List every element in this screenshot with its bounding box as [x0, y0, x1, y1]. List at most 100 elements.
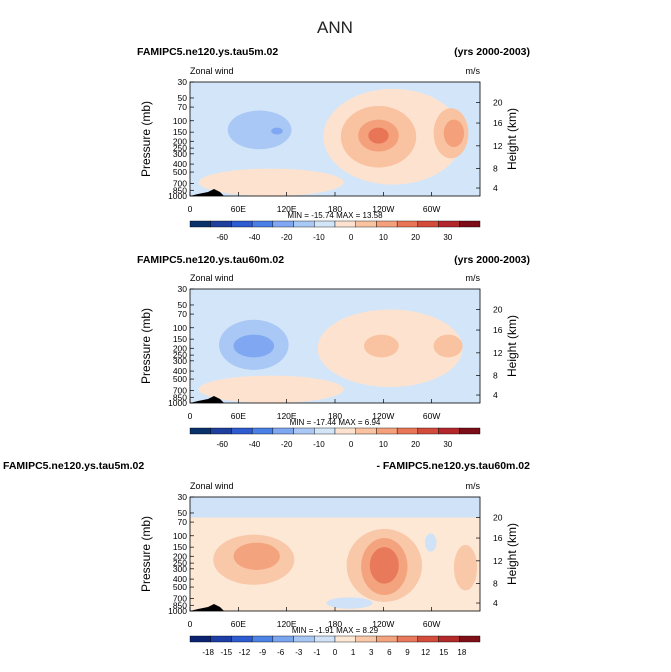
- colorbar-swatch: [314, 635, 336, 643]
- lon-tick-label: 120W: [372, 204, 394, 214]
- colorbar-label: -15: [220, 648, 232, 657]
- height-tick-label: 20: [493, 305, 503, 315]
- colorbar-swatch: [293, 427, 315, 435]
- colorbar-swatch: [355, 220, 377, 228]
- height-tick-label: 4: [493, 390, 498, 400]
- units-label: m/s: [466, 481, 481, 491]
- pressure-tick-label: 150: [173, 334, 187, 344]
- colorbar-label: -9: [259, 648, 267, 657]
- subtitle-label: Zonal wind: [190, 66, 234, 76]
- y-axis-right-label: Height (km): [505, 315, 519, 377]
- contour-field: [198, 306, 463, 403]
- colorbar-label: 0: [349, 233, 354, 242]
- height-tick-label: 8: [493, 579, 498, 589]
- colorbar-swatch: [459, 635, 481, 643]
- colorbar-swatch: [459, 427, 481, 435]
- lon-tick-label: 120E: [277, 204, 297, 214]
- height-tick-label: 12: [493, 141, 503, 151]
- case-label: FAMIPC5.ne120.ys.tau5m.02: [137, 46, 278, 58]
- contour-region: [443, 119, 465, 147]
- height-tick-label: 12: [493, 556, 503, 566]
- colorbar-swatch: [438, 220, 460, 228]
- years-label: (yrs 2000-2003): [454, 46, 530, 58]
- colorbar-swatch: [334, 635, 356, 643]
- units-label: m/s: [466, 273, 481, 283]
- pressure-tick-label: 700: [173, 385, 187, 395]
- colorbar-swatch: [417, 635, 439, 643]
- height-tick-label: 4: [493, 183, 498, 193]
- pressure-tick-label: 150: [173, 127, 187, 137]
- years-label: (yrs 2000-2003): [454, 254, 530, 266]
- height-tick-label: 20: [493, 98, 503, 108]
- height-tick-label: 20: [493, 513, 503, 523]
- colorbar-label: 6: [387, 648, 392, 657]
- pressure-tick-label: 100: [173, 323, 187, 333]
- colorbar-label: -3: [295, 648, 303, 657]
- pressure-tick-label: 250: [173, 558, 187, 568]
- colorbar-swatch: [334, 427, 356, 435]
- colorbar-label: 30: [443, 440, 452, 449]
- colorbar-label: -60: [216, 233, 228, 242]
- pressure-tick-label: 400: [173, 159, 187, 169]
- colorbar-label: 0: [333, 648, 338, 657]
- lon-tick-label: 60W: [423, 619, 440, 629]
- colorbar: -60 -40 -20 -10 0 10 20 30: [189, 220, 481, 242]
- topography: [190, 189, 224, 196]
- lon-tick-label: 120W: [372, 619, 394, 629]
- colorbar-swatch: [396, 220, 419, 228]
- colorbar-label: -10: [313, 440, 325, 449]
- colorbar-swatch: [272, 220, 294, 228]
- pressure-tick-label: 100: [173, 531, 187, 541]
- height-tick-label: 8: [493, 164, 498, 174]
- colorbar-label: -40: [249, 440, 261, 449]
- pressure-tick-label: 30: [178, 77, 188, 87]
- contour-region: [326, 597, 373, 609]
- colorbar-swatch: [417, 427, 439, 435]
- pressure-tick-label: 200: [173, 136, 187, 146]
- minmax-stats: MIN = -1.91 MAX = 8.29: [292, 626, 379, 635]
- height-tick-label: 8: [493, 371, 498, 381]
- pressure-tick-label: 850: [173, 600, 187, 610]
- colorbar-swatch: [231, 427, 253, 435]
- colorbar-swatch: [396, 427, 419, 435]
- pressure-tick-label: 500: [173, 582, 187, 592]
- height-tick-label: 16: [493, 533, 503, 543]
- pressure-tick-label: 100: [173, 116, 187, 126]
- panel-p2: FAMIPC5.ne120.ys.tau60m.02 (yrs 2000-2003…: [137, 254, 530, 449]
- y-axis-right-label: Height (km): [505, 108, 519, 170]
- colorbar-label: -1: [313, 648, 321, 657]
- colorbar-label: 9: [405, 648, 410, 657]
- colorbar-swatch: [396, 635, 419, 643]
- colorbar-swatch: [189, 220, 211, 228]
- height-tick-label: 16: [493, 118, 503, 128]
- years-label: - FAMIPC5.ne120.ys.tau60m.02: [377, 460, 531, 472]
- case-label: FAMIPC5.ne120.ys.tau60m.02: [137, 254, 284, 266]
- pressure-tick-label: 250: [173, 350, 187, 360]
- colorbar-swatch: [272, 427, 294, 435]
- colorbar-swatch: [210, 635, 232, 643]
- pressure-tick-label: 700: [173, 593, 187, 603]
- pressure-tick-label: 500: [173, 167, 187, 177]
- colorbar-label: 15: [439, 648, 448, 657]
- pressure-tick-label: 250: [173, 143, 187, 153]
- colorbar-label: 12: [421, 648, 430, 657]
- colorbar-label: -10: [313, 233, 325, 242]
- contour-region: [198, 375, 344, 403]
- colorbar-swatch: [417, 220, 439, 228]
- pressure-tick-label: 50: [178, 93, 188, 103]
- colorbar-label: 10: [379, 233, 388, 242]
- contour-region: [369, 547, 399, 584]
- contour-region: [364, 334, 399, 358]
- contour-region: [453, 544, 478, 591]
- contour-region: [233, 542, 280, 570]
- subtitle-label: Zonal wind: [190, 481, 234, 491]
- colorbar-swatch: [293, 635, 315, 643]
- lon-tick-label: 120W: [372, 411, 394, 421]
- contour-region: [198, 168, 344, 196]
- pressure-tick-label: 30: [178, 284, 188, 294]
- pressure-tick-label: 50: [178, 300, 188, 310]
- colorbar-label: 0: [349, 440, 354, 449]
- lon-tick-label: 60E: [231, 619, 246, 629]
- colorbar-swatch: [210, 427, 232, 435]
- pressure-tick-label: 400: [173, 574, 187, 584]
